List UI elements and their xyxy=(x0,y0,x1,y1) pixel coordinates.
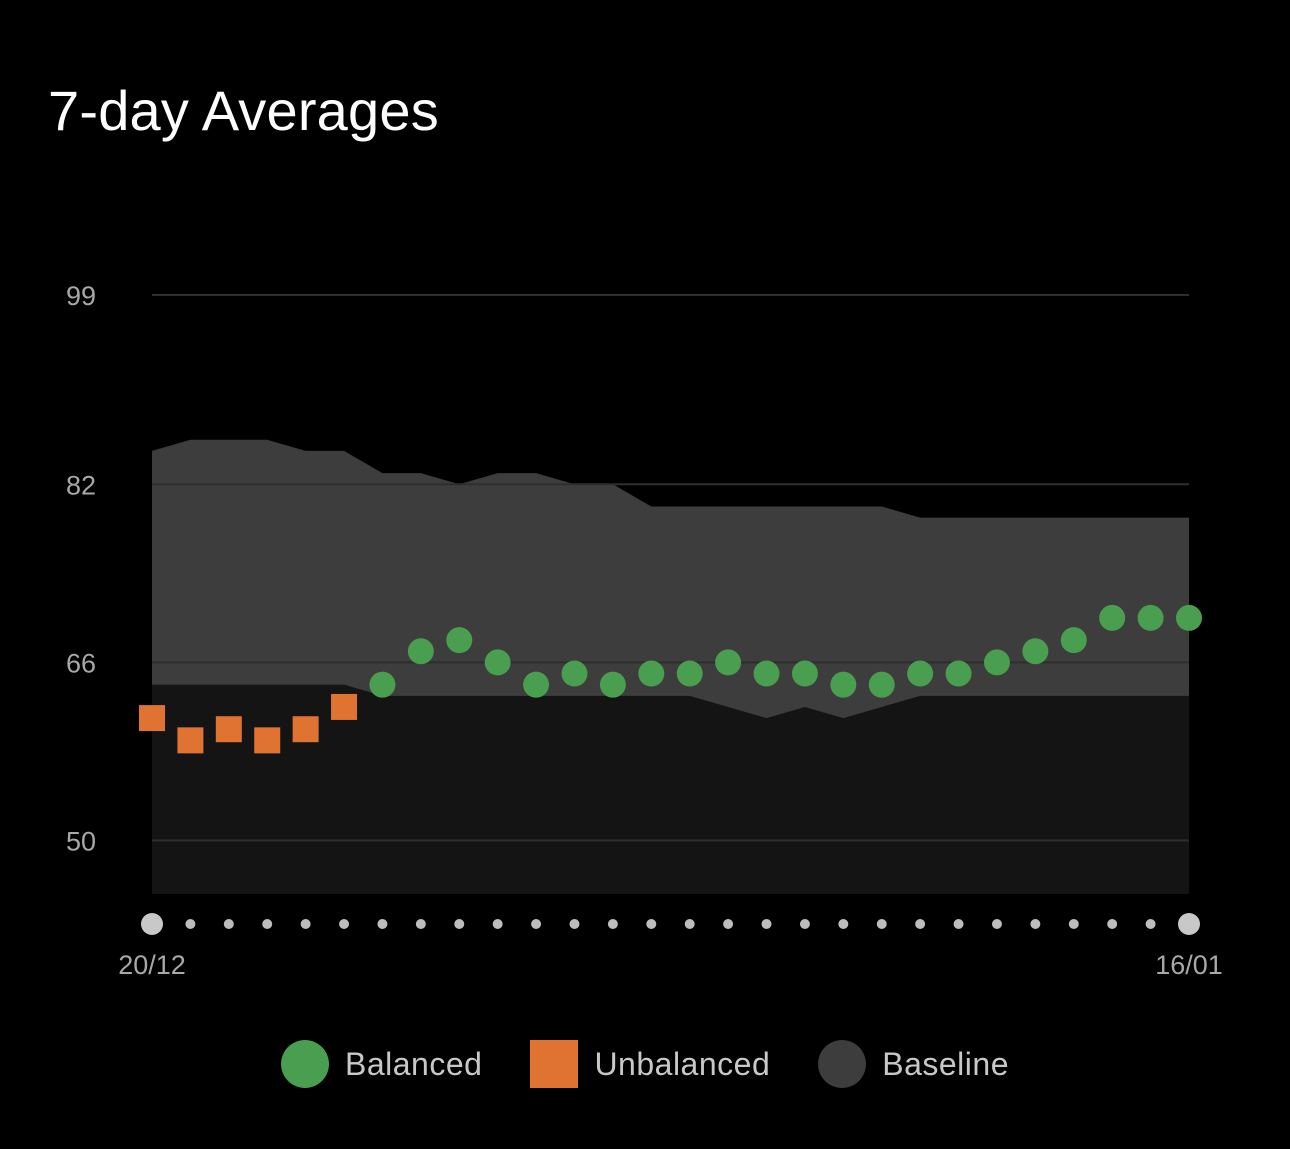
legend-item-unbalanced[interactable]: Unbalanced xyxy=(530,1040,770,1088)
balanced-point xyxy=(561,660,588,687)
chart-title: 7-day Averages xyxy=(48,79,439,142)
balanced-point xyxy=(1137,604,1164,631)
x-axis-day-dot xyxy=(223,919,234,929)
x-axis-day-dot xyxy=(684,919,695,929)
y-tick-label-99: 99 xyxy=(66,281,96,311)
balanced-point xyxy=(369,671,396,698)
x-axis-day-dot xyxy=(1030,919,1041,929)
x-axis-day-dot xyxy=(607,919,618,929)
unbalanced-point xyxy=(254,727,281,754)
x-tick-label-end: 16/01 xyxy=(1155,950,1223,980)
baseline-swatch-icon xyxy=(818,1040,867,1088)
x-axis-day-dot xyxy=(799,919,810,929)
balanced-point xyxy=(446,627,473,654)
x-axis-day-dot xyxy=(646,919,657,929)
x-axis-day-dot xyxy=(454,919,465,929)
legend-label-baseline: Baseline xyxy=(882,1045,1009,1082)
x-axis-day-dot xyxy=(339,919,350,929)
x-axis-day-dot xyxy=(1107,919,1118,929)
baseline-area xyxy=(152,439,1189,719)
balanced-swatch-icon xyxy=(281,1040,329,1088)
x-axis-endpoint-dot xyxy=(141,913,163,935)
x-axis-day-dot xyxy=(991,919,1002,929)
unbalanced-swatch-icon xyxy=(530,1040,579,1088)
x-axis-day-dot xyxy=(761,919,772,929)
balanced-point xyxy=(830,671,857,698)
chart-canvas: 50 66 82 99 20/12 16/01 xyxy=(66,281,1223,980)
balanced-point xyxy=(791,660,818,687)
plot-lower-band xyxy=(152,684,1189,894)
x-axis-day-dot xyxy=(492,919,503,929)
x-axis-day-dot xyxy=(1068,919,1079,929)
legend-item-baseline[interactable]: Baseline xyxy=(818,1040,1009,1088)
balanced-point xyxy=(715,649,742,676)
y-tick-label-66: 66 xyxy=(66,648,96,678)
balanced-point xyxy=(599,671,626,698)
x-axis-endpoint-dot xyxy=(1178,913,1200,935)
legend: Balanced Unbalanced Baseline xyxy=(0,1040,1290,1088)
x-axis-day-dot xyxy=(1145,919,1156,929)
x-axis-day-dot xyxy=(377,919,388,929)
x-tick-label-start: 20/12 xyxy=(118,950,186,980)
balanced-point xyxy=(638,660,665,687)
unbalanced-point xyxy=(331,693,358,720)
x-axis-day-dot xyxy=(723,919,734,929)
y-tick-label-50: 50 xyxy=(66,827,96,857)
x-axis-day-dot xyxy=(876,919,887,929)
legend-label-unbalanced: Unbalanced xyxy=(594,1045,771,1082)
balanced-point xyxy=(868,671,895,698)
legend-label-balanced: Balanced xyxy=(345,1045,483,1082)
x-axis-day-dot xyxy=(953,919,964,929)
y-tick-label-82: 82 xyxy=(66,470,96,500)
x-axis-day-dot xyxy=(915,919,926,929)
x-axis-day-dot xyxy=(569,919,580,929)
balanced-point xyxy=(407,638,434,665)
unbalanced-point xyxy=(139,705,165,732)
unbalanced-point xyxy=(177,727,204,754)
x-axis-day-dot xyxy=(838,919,849,929)
balanced-point xyxy=(1176,604,1202,631)
balanced-point xyxy=(945,660,972,687)
x-axis-day-dot xyxy=(185,919,196,929)
balanced-point xyxy=(983,649,1010,676)
balanced-point xyxy=(676,660,703,687)
x-axis-day-dot xyxy=(300,919,311,929)
balanced-point xyxy=(1022,638,1049,665)
unbalanced-point xyxy=(215,716,242,743)
balanced-point xyxy=(1099,604,1126,631)
x-axis-day-dot xyxy=(262,919,273,929)
balanced-point xyxy=(523,671,550,698)
balanced-point xyxy=(907,660,934,687)
balanced-point xyxy=(484,649,511,676)
x-axis-day-dot xyxy=(415,919,426,929)
balanced-point xyxy=(753,660,780,687)
legend-item-balanced[interactable]: Balanced xyxy=(281,1040,482,1088)
unbalanced-point xyxy=(292,716,319,743)
balanced-point xyxy=(1060,627,1087,654)
x-axis-day-dot xyxy=(531,919,542,929)
